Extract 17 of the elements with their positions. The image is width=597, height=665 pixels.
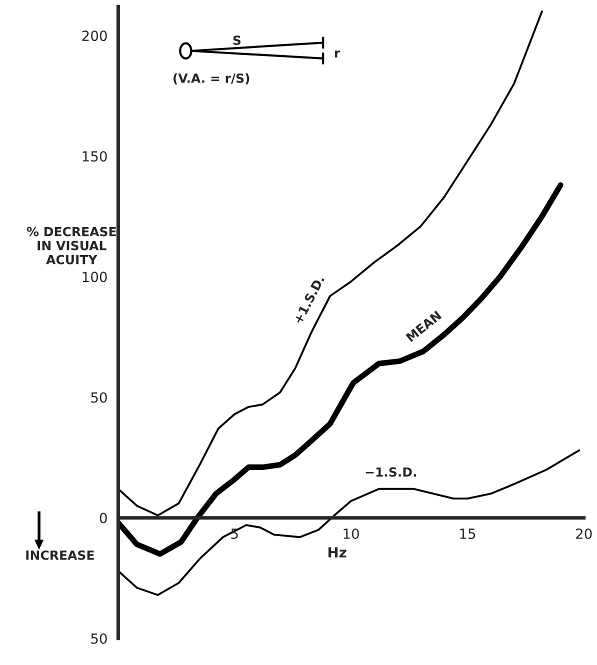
series-label: −1.S.D.: [366, 467, 416, 477]
y-tick-label: 100: [82, 272, 107, 282]
annotation: S: [233, 36, 241, 46]
x-tick-label: 15: [460, 528, 476, 540]
text: INCREASE: [26, 550, 94, 560]
y-axis-title: % DECREASE IN VISUAL ACUITY: [26, 226, 116, 264]
y-tick-label: 200: [82, 30, 107, 42]
annotation: r: [335, 50, 340, 58]
y-tick-label: 0: [100, 512, 107, 524]
y-tick-label: 50: [91, 392, 107, 403]
y-tick-label: 150: [82, 151, 107, 162]
x-tick-label: 10: [344, 528, 359, 540]
x-tick-label: 20: [576, 528, 592, 540]
y-tick-label: 50: [91, 633, 107, 644]
line-series: [118, 10, 543, 516]
x-axis-title: Hz: [328, 547, 346, 558]
annotation: (V.A. = r/S): [174, 73, 250, 84]
